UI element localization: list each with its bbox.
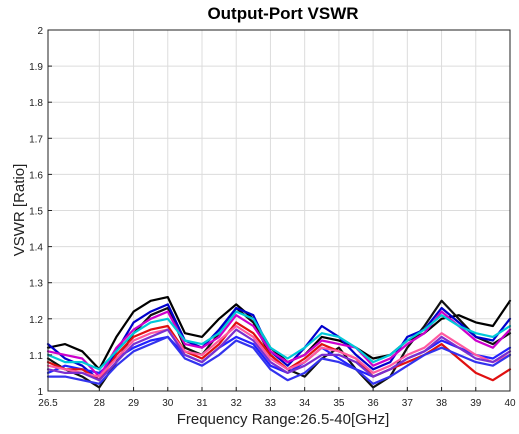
series-line-8	[46, 324, 512, 378]
x-tick-label: 33	[265, 398, 277, 409]
y-tick-label: 1.1	[29, 351, 43, 362]
x-tick-label: 34	[299, 398, 311, 409]
y-tick-label: 2	[37, 26, 43, 37]
chart-title: Output-Port VSWR	[207, 4, 358, 23]
series-line-5	[46, 321, 512, 382]
y-tick-label: 1.3	[29, 279, 43, 290]
x-tick-label: 38	[436, 398, 448, 409]
x-tick-label: 40	[504, 398, 516, 409]
series-line-10	[46, 335, 512, 385]
series-line-3	[46, 303, 512, 382]
x-tick-label: 26.5	[38, 398, 58, 409]
x-tick-labels: 26.5 28 29 30 31 32 33 34 35 36 37 38 39 40	[38, 387, 516, 409]
x-tick-label: 36	[368, 398, 380, 409]
x-tick-label: 32	[231, 398, 243, 409]
x-tick-label: 37	[402, 398, 414, 409]
y-tick-label: 1.5	[29, 207, 43, 218]
x-tick-label: 29	[128, 398, 140, 409]
x-tick-label: 30	[162, 398, 174, 409]
y-axis-label: VSWR [Ratio]	[11, 164, 28, 257]
y-tick-label: 1.2	[29, 315, 43, 326]
y-tick-label: 1.7	[29, 134, 43, 145]
x-tick-label: 28	[94, 398, 106, 409]
y-tick-label: 1.6	[29, 170, 43, 181]
y-tick-label: 1	[37, 387, 43, 398]
y-tick-label: 1.8	[29, 98, 43, 109]
x-axis-label: Frequency Range:26.5-40[GHz]	[177, 411, 390, 428]
series-line-7	[46, 310, 512, 371]
y-tick-labels: 1 1.1 1.2 1.3 1.4 1.5 1.6 1.7 1.8 1.9 2	[29, 26, 52, 398]
x-tick-label: 31	[196, 398, 208, 409]
series-line-9	[46, 328, 512, 382]
x-tick-label: 39	[470, 398, 482, 409]
y-tick-label: 1.4	[29, 243, 43, 254]
y-tick-label: 1.9	[29, 62, 43, 73]
series-lines	[46, 296, 512, 389]
x-tick-label: 35	[333, 398, 345, 409]
series-line-1	[46, 296, 512, 371]
